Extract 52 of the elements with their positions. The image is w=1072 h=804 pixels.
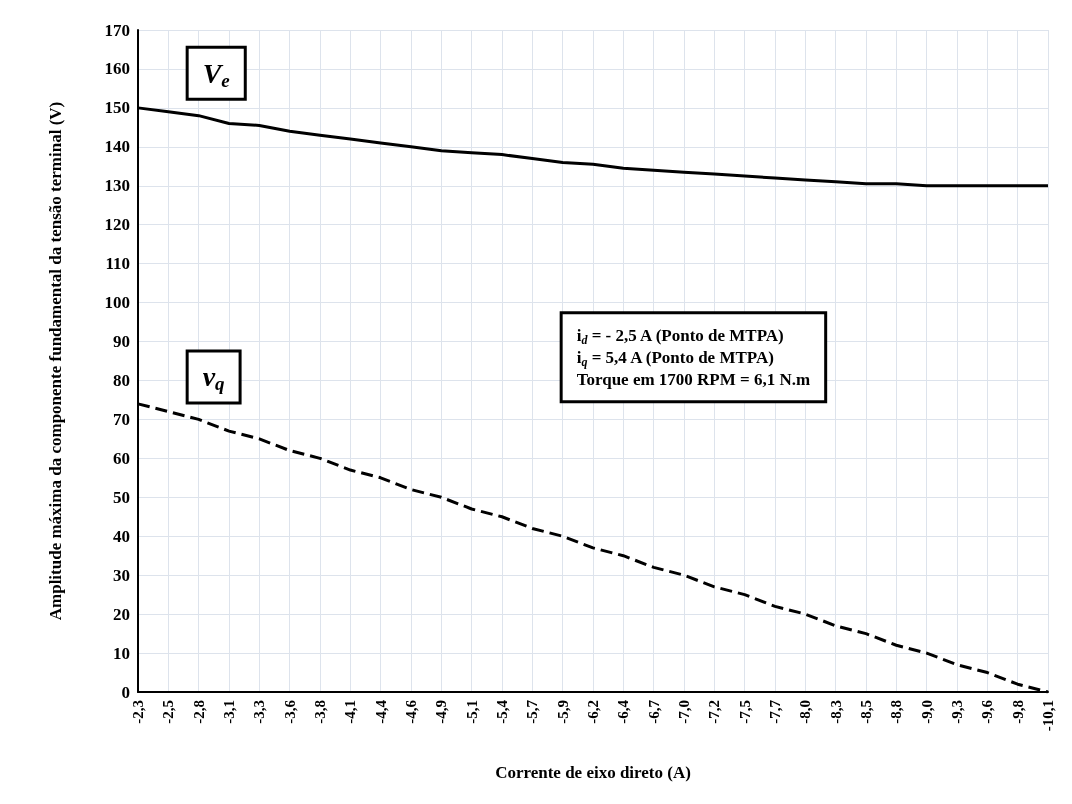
y-tick-label: 160: [104, 59, 130, 79]
x-tick-label: -4,4: [372, 699, 389, 724]
x-tick-label: -8,8: [888, 700, 905, 724]
y-tick-label: 20: [113, 604, 130, 624]
x-tick-label: -3,6: [281, 699, 298, 724]
y-tick-label: 110: [105, 254, 130, 274]
x-tick-label: -6,4: [615, 699, 632, 724]
x-tick-label: -10,1: [1040, 700, 1056, 732]
x-tick-label: -2,5: [160, 700, 177, 724]
y-tick-label: 140: [104, 137, 130, 157]
y-tick-label: 120: [104, 215, 130, 235]
y-tick-label: 90: [113, 332, 130, 352]
x-tick-label: -9,8: [1009, 700, 1026, 724]
x-tick-label: -5,1: [463, 700, 480, 724]
x-tick-label: -4,9: [433, 700, 450, 724]
x-tick-label: -7,5: [736, 700, 753, 724]
x-tick-label: -2,8: [190, 700, 207, 724]
x-tick-label: -9,0: [918, 700, 935, 724]
x-tick-label: -9,3: [949, 700, 965, 724]
y-axis-title: Amplitude máxima da componente fundamental da tensão terminal (V): [45, 101, 65, 621]
x-tick-label: -5,9: [554, 700, 571, 724]
x-tick-label: -3,1: [221, 700, 237, 724]
x-tick-label: -8,0: [797, 700, 814, 724]
y-tick-label: 170: [104, 20, 130, 40]
x-tick-label: -6,2: [585, 700, 601, 724]
x-tick-label: -2,3: [130, 700, 146, 724]
x-tick-label: -7,7: [767, 699, 783, 724]
x-tick-label: -5,7: [524, 699, 541, 724]
x-tick-label: -8,3: [827, 700, 844, 724]
x-tick-label: -3,3: [251, 700, 268, 724]
y-tick-label: 10: [113, 643, 130, 663]
y-tick-label: 100: [104, 293, 130, 313]
x-tick-label: -5,4: [494, 699, 510, 724]
x-tick-label: -9,6: [979, 699, 996, 724]
x-tick-label: -3,8: [312, 700, 328, 724]
y-tick-label: 30: [113, 565, 130, 585]
y-tick-label: 50: [113, 487, 130, 507]
y-tick-label: 80: [113, 370, 130, 390]
y-tick-label: 70: [113, 409, 130, 429]
x-tick-label: -8,5: [858, 700, 874, 724]
x-tick-label: -6,7: [645, 699, 662, 724]
y-tick-label: 130: [104, 176, 130, 196]
x-tick-label: -4,6: [403, 699, 419, 724]
y-tick-label: 0: [121, 682, 130, 702]
x-tick-label: -7,2: [706, 700, 723, 724]
x-axis-title: Corrente de eixo direto (A): [495, 763, 691, 782]
annotation: Torque em 1700 RPM = 6,1 N.m: [576, 369, 811, 389]
x-tick-label: -7,0: [676, 700, 692, 724]
y-tick-label: 40: [113, 526, 130, 546]
y-tick-label: 60: [113, 448, 130, 468]
y-tick-label: 150: [104, 98, 130, 118]
x-tick-label: -4,1: [342, 700, 359, 724]
